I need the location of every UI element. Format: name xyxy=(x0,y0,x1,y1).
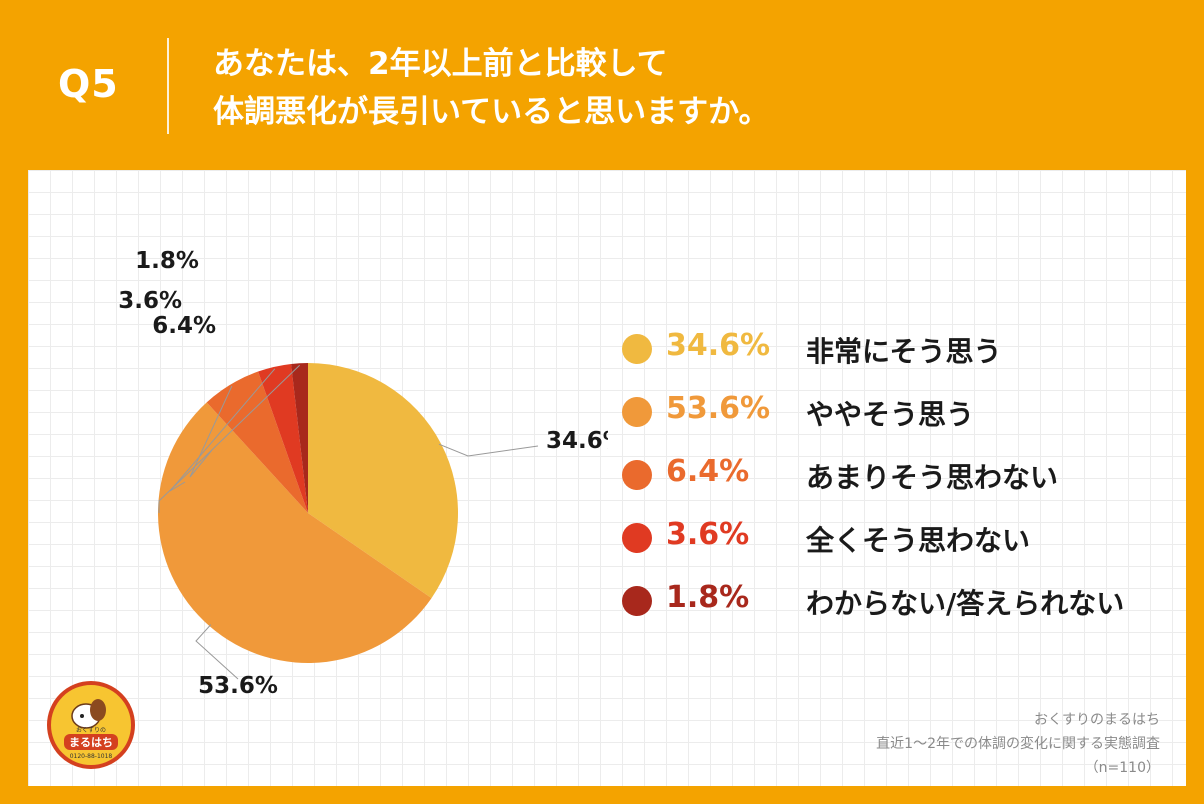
legend-item: 34.6% 非常にそう思う xyxy=(622,320,1182,383)
legend: 34.6% 非常にそう思う 53.6% ややそう思う 6.4% あまりそう思わな… xyxy=(622,320,1182,635)
source-note: おくすりのまるはち 直近1～2年での体調の変化に関する実態調査 （n=110） xyxy=(876,708,1160,780)
pie-slice xyxy=(291,363,308,513)
source-sample-size: （n=110） xyxy=(1084,760,1160,776)
question-title: あなたは、2年以上前と比較して 体調悪化が長引いていると思いますか。 xyxy=(213,40,769,136)
legend-percent: 6.4% xyxy=(666,454,750,489)
pie-slice xyxy=(206,371,308,513)
chart-panel: 34.6%53.6%6.4%3.6%1.8% 34.6% 非常にそう思う 53.… xyxy=(28,170,1186,786)
legend-percent: 53.6% xyxy=(666,391,771,426)
data-label: 53.6% xyxy=(198,673,278,699)
leader-line xyxy=(189,385,233,478)
header-bar: Q5 あなたは、2年以上前と比較して 体調悪化が長引いていると思いますか。 xyxy=(0,0,1204,170)
legend-label: 非常にそう思う xyxy=(806,335,1002,368)
legend-label: ややそう思う xyxy=(806,398,975,431)
pie-chart: 34.6% 53.6% 6.4%3.6% 1.8% xyxy=(118,248,608,699)
legend-label: 全くそう思わない xyxy=(806,524,1031,557)
dog-mascot-icon: おくすりの まるはち 0120-88-1018 xyxy=(47,681,135,769)
legend-item: 6.4% あまりそう思わない xyxy=(622,446,1182,509)
data-label: 1.8% xyxy=(135,248,199,274)
legend-item: 1.8% わからない/答えられない xyxy=(622,572,1182,635)
source-brand: おくすりのまるはち xyxy=(1034,712,1160,728)
header-divider xyxy=(167,38,169,134)
pie-slice xyxy=(308,363,458,599)
pie-slice xyxy=(258,363,308,513)
data-label: 34.6% xyxy=(546,428,608,454)
question-number: Q5 xyxy=(58,62,119,106)
legend-label: あまりそう思わない xyxy=(806,461,1059,494)
pie-slice xyxy=(157,402,432,664)
leader-line xyxy=(195,624,239,680)
legend-item: 3.6% 全くそう思わない xyxy=(622,509,1182,572)
legend-dot xyxy=(622,460,652,490)
legend-percent: 3.6% xyxy=(666,517,750,552)
legend-dot xyxy=(622,397,652,427)
legend-dot xyxy=(622,334,652,364)
legend-dot xyxy=(622,586,652,616)
brand-logo: おくすりの まるはち 0120-88-1018 xyxy=(46,680,136,774)
question-title-line2: 体調悪化が長引いていると思いますか。 xyxy=(213,94,770,130)
leader-line xyxy=(438,443,539,457)
svg-text:0120-88-1018: 0120-88-1018 xyxy=(70,753,113,760)
svg-text:まるはち: まるはち xyxy=(69,736,113,749)
data-label: 6.4% xyxy=(152,313,216,339)
data-label: 3.6% xyxy=(118,288,182,314)
legend-item: 53.6% ややそう思う xyxy=(622,383,1182,446)
legend-percent: 34.6% xyxy=(666,328,771,363)
svg-text:おくすりの: おくすりの xyxy=(76,727,106,734)
source-survey: 直近1～2年での体調の変化に関する実態調査 xyxy=(876,736,1160,752)
question-title-line1: あなたは、2年以上前と比較して xyxy=(213,46,668,82)
legend-dot xyxy=(622,523,652,553)
leader-line xyxy=(158,364,300,513)
legend-label: わからない/答えられない xyxy=(806,587,1125,620)
legend-percent: 1.8% xyxy=(666,580,750,615)
